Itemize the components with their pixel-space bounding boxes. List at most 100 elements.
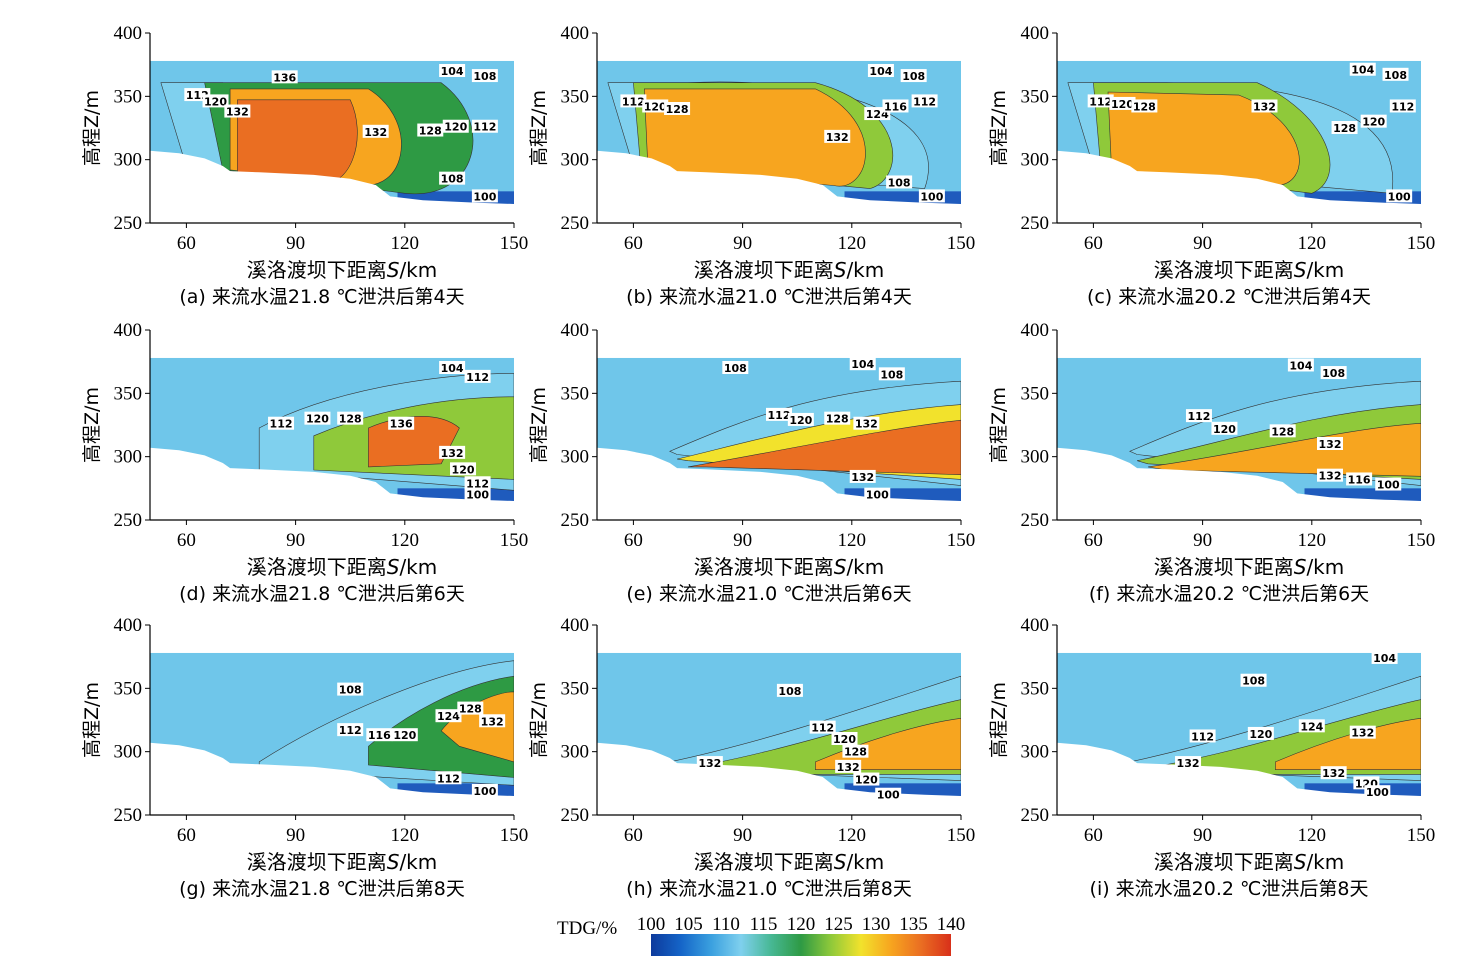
contour-label: 120 <box>393 729 416 742</box>
x-tick-label: 150 <box>500 233 529 254</box>
x-axis-label-prefix: 溪洛渡坝下距离 <box>1154 850 1294 874</box>
x-tick-label: 60 <box>624 825 643 846</box>
contour-label: 116 <box>884 100 907 113</box>
contour-label: 120 <box>204 95 227 108</box>
panel-caption: (f) 来流水温20.2 ℃泄洪后第6天 <box>1089 583 1369 605</box>
contour-label: 112 <box>466 477 489 490</box>
riverbed-terrain <box>150 447 514 520</box>
x-axis-label-var: S <box>1294 258 1307 282</box>
x-tick-label: 120 <box>1298 530 1327 551</box>
contour-label-bg <box>1175 756 1202 770</box>
contour-label-bg <box>1131 99 1158 113</box>
contour-label: 100 <box>473 190 496 203</box>
x-axis-label-var: S <box>834 555 847 579</box>
x-axis-label-unit: /km <box>846 555 884 579</box>
y-tick-label: 400 <box>114 615 143 636</box>
contour-label-bg <box>1211 421 1238 435</box>
contour-label-bg <box>831 732 858 745</box>
contour-label: 124 <box>1300 720 1323 733</box>
contour-label: 112 <box>1089 95 1112 108</box>
y-tick-label: 300 <box>1021 742 1050 763</box>
y-tick-label: 400 <box>561 615 590 636</box>
contour-label: 104 <box>851 358 874 371</box>
panel-caption: (a) 来流水温21.8 ℃泄洪后第4天 <box>179 286 464 308</box>
contour-label-bg <box>471 119 498 133</box>
contour-label-bg <box>464 487 491 501</box>
contour-label: 116 <box>1348 473 1371 486</box>
x-axis-label-var: S <box>1294 555 1307 579</box>
panel-caption: (c) 来流水温20.2 ℃泄洪后第4天 <box>1087 286 1371 308</box>
riverbed-terrain <box>150 742 514 815</box>
colorbar: TDG/% 100 105 110 115 120 125 130 135 140 <box>557 914 965 956</box>
contour-label-bg <box>1287 358 1314 372</box>
contour-label: 120 <box>1213 423 1236 436</box>
contour-label: 112 <box>1187 410 1210 423</box>
contour-label: 112 <box>466 371 489 384</box>
contour-label-bg <box>268 416 295 430</box>
contour-label: 108 <box>473 70 496 83</box>
contour-label-bg <box>886 175 913 189</box>
contour-label-bg <box>1317 437 1343 450</box>
x-tick-label: 120 <box>838 530 867 551</box>
y-axis-label: 高程Z/m <box>528 387 550 463</box>
y-tick-label: 350 <box>114 678 143 699</box>
colorbar-ticks: 100 105 110 115 120 125 130 135 140 <box>637 914 966 935</box>
y-axis-label: 高程Z/m <box>528 90 550 166</box>
x-axis-label: 溪洛渡坝下距离S/km <box>694 258 885 282</box>
contour-label: 120 <box>855 774 878 787</box>
riverbed-terrain <box>597 742 961 815</box>
y-tick-label: 400 <box>1021 320 1050 341</box>
contour-label-bg <box>918 189 945 203</box>
x-axis-label-unit: /km <box>399 555 437 579</box>
contour-label-bg <box>766 407 792 421</box>
contour-label-bg <box>1269 424 1296 438</box>
contour-label: 100 <box>466 489 489 502</box>
x-tick-label: 120 <box>391 233 420 254</box>
contour-label-bg <box>824 129 851 143</box>
contour-label: 104 <box>1289 359 1312 372</box>
contour-label-bg <box>435 709 462 723</box>
contour-label: 132 <box>837 761 860 774</box>
contour-label-bg <box>620 94 647 108</box>
contour-label-bg <box>391 728 418 742</box>
y-tick-label: 250 <box>1021 805 1050 826</box>
x-tick-label: 120 <box>1298 233 1327 254</box>
contour-label: 100 <box>1366 786 1389 799</box>
colorbar-tick-label: 140 <box>937 914 966 935</box>
x-axis-label-var: S <box>834 850 847 874</box>
y-tick-label: 250 <box>561 510 590 531</box>
contour-label: 100 <box>920 190 943 203</box>
contour-label: 120 <box>1249 728 1272 741</box>
contour-label-bg <box>417 123 444 137</box>
contour-label-bg <box>304 411 331 425</box>
contour-label: 108 <box>1384 69 1407 82</box>
contour-label: 100 <box>1377 479 1400 492</box>
contour-label: 128 <box>339 413 362 426</box>
contour-label-bg <box>1320 366 1347 380</box>
x-axis-label: 溪洛渡坝下距离S/km <box>1154 850 1345 874</box>
x-tick-label: 90 <box>733 825 752 846</box>
contour-label: 112 <box>339 724 362 737</box>
colorbar-tick-label: 105 <box>674 914 703 935</box>
contour-label: 128 <box>1271 425 1294 438</box>
y-tick-label: 250 <box>114 510 143 531</box>
contour-label: 116 <box>368 729 391 742</box>
contour-label: 132 <box>1351 727 1374 740</box>
y-axis-label: 高程Z/m <box>81 682 103 758</box>
contour-label: 132 <box>855 418 878 431</box>
x-tick-label: 60 <box>177 825 196 846</box>
x-tick-label: 90 <box>286 233 305 254</box>
tdg-band <box>643 88 866 187</box>
contour-label: 104 <box>1351 64 1374 77</box>
contour-label-bg <box>696 756 723 770</box>
x-axis-label-unit: /km <box>846 850 884 874</box>
contour-label: 108 <box>778 685 801 698</box>
contour-label: 120 <box>789 414 812 427</box>
contour-label-bg <box>439 64 466 77</box>
y-tick-label: 250 <box>1021 510 1050 531</box>
contour-label-bg <box>722 361 749 374</box>
x-tick-label: 90 <box>286 825 305 846</box>
y-tick-label: 250 <box>561 805 590 826</box>
contour-label-bg <box>362 124 389 138</box>
